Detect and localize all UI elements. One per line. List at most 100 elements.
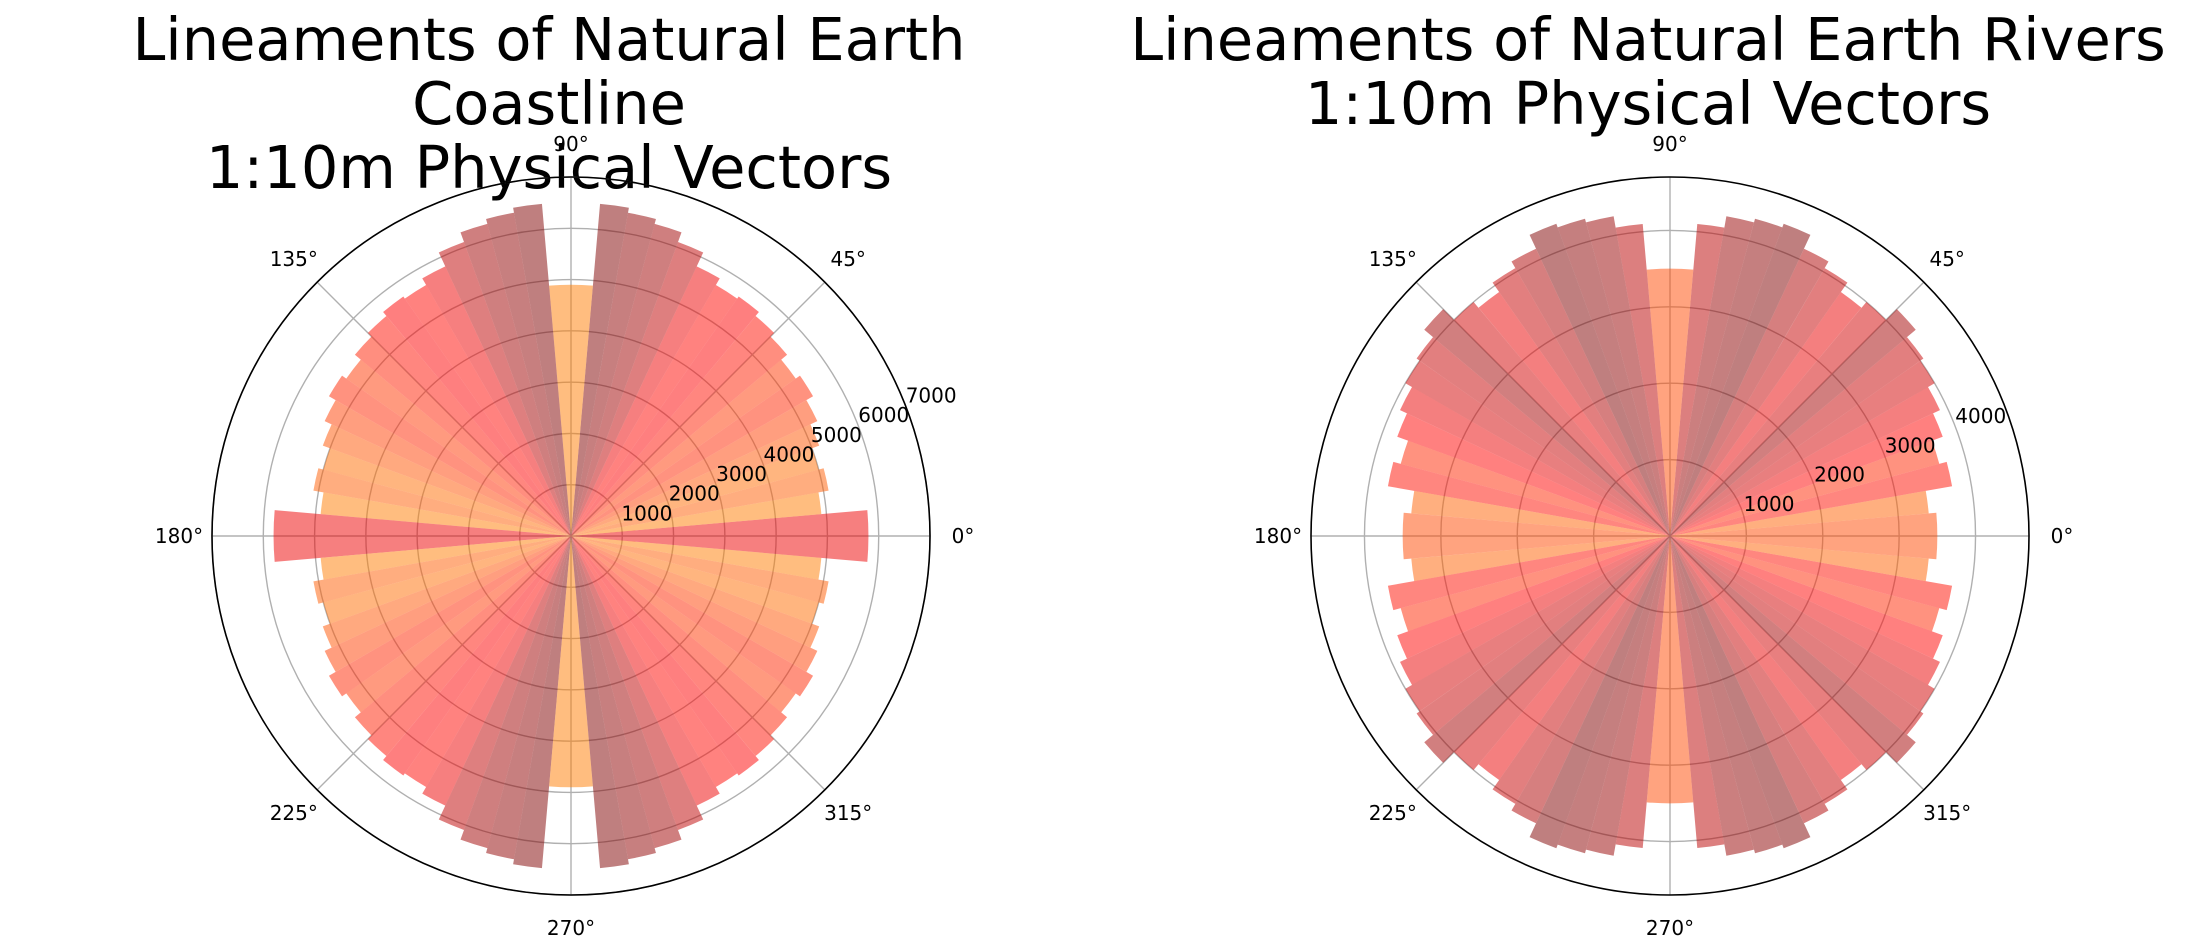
bar xyxy=(571,492,822,536)
bar xyxy=(571,536,814,697)
bar xyxy=(571,448,819,536)
bar xyxy=(571,536,656,860)
rivers-chart-panel: Lineaments of Natural Earth Rivers 1:10m… xyxy=(1099,0,2197,951)
bar xyxy=(383,536,571,776)
bar xyxy=(346,536,571,713)
bar xyxy=(571,536,796,713)
angle-tick-label: 45° xyxy=(830,247,865,271)
bar xyxy=(1670,216,1755,537)
bar xyxy=(1529,223,1670,536)
bar xyxy=(1670,536,1940,632)
bar xyxy=(571,424,820,536)
bar xyxy=(1411,536,1670,582)
bar xyxy=(1557,218,1670,537)
radial-tick-label: 5000 xyxy=(811,423,862,447)
bar xyxy=(1670,536,1811,849)
bar xyxy=(549,284,571,536)
bar xyxy=(1670,536,1940,685)
bar xyxy=(513,203,571,536)
radial-tick-label: 2000 xyxy=(669,482,720,506)
bar xyxy=(1400,536,1670,685)
bar xyxy=(1670,536,1862,781)
bar xyxy=(1453,536,1670,771)
bar xyxy=(1670,536,1755,856)
bar xyxy=(1670,536,1829,824)
bar xyxy=(1511,536,1670,824)
bar xyxy=(354,536,571,736)
bar xyxy=(438,536,571,830)
bar xyxy=(549,536,571,788)
bar xyxy=(571,536,829,604)
bar xyxy=(1585,536,1670,856)
bar xyxy=(1411,490,1670,536)
bar xyxy=(1615,224,1670,536)
angle-tick-label: 270° xyxy=(1646,916,1694,940)
bar xyxy=(571,212,656,536)
bar xyxy=(367,536,571,757)
bar xyxy=(1646,268,1670,536)
bar xyxy=(1670,536,1694,804)
radial-tick-label: 6000 xyxy=(858,403,909,427)
bar xyxy=(571,536,819,624)
bar xyxy=(571,536,775,757)
bar xyxy=(1670,224,1725,536)
bar xyxy=(1615,536,1670,848)
bar xyxy=(1670,536,1848,804)
bar xyxy=(571,536,759,776)
bar xyxy=(320,536,571,580)
bar xyxy=(1511,248,1670,536)
angle-tick-label: 315° xyxy=(1923,801,1971,825)
radial-tick-label: 3000 xyxy=(716,462,767,486)
bar xyxy=(1670,512,1938,536)
bar xyxy=(404,536,571,787)
bar xyxy=(1670,387,1940,536)
bar xyxy=(571,510,869,536)
bar xyxy=(1400,387,1670,536)
angle-tick-label: 0° xyxy=(952,524,975,548)
bar xyxy=(1400,440,1670,536)
bar xyxy=(1405,360,1670,536)
bar xyxy=(571,242,704,536)
bar xyxy=(1670,268,1694,536)
bar xyxy=(1492,268,1670,536)
angle-tick-label: 0° xyxy=(2051,524,2074,548)
bar xyxy=(1478,536,1670,781)
angle-tick-label: 180° xyxy=(1254,524,1302,548)
chart-title-line-2: 1:10m Physical Vectors xyxy=(1304,69,1992,138)
bar xyxy=(1670,337,1924,536)
radial-tick-label: 1000 xyxy=(621,501,672,525)
bar xyxy=(1670,248,1829,536)
chart-title: Lineaments of Natural Earth Coastline 1:… xyxy=(0,8,1098,200)
bar xyxy=(1416,536,1670,735)
bar xyxy=(1529,536,1670,849)
bar xyxy=(571,536,720,806)
bar xyxy=(486,536,571,860)
bar xyxy=(1670,490,1929,536)
angle-tick-label: 315° xyxy=(824,801,872,825)
radial-tick-label: 2000 xyxy=(1814,463,1865,487)
angle-tick-label: 135° xyxy=(1369,247,1417,271)
bar xyxy=(1397,536,1670,659)
bar xyxy=(1670,536,1725,848)
bar xyxy=(1670,360,1935,536)
bar xyxy=(571,375,814,536)
angle-tick-label: 135° xyxy=(270,247,318,271)
bar xyxy=(1670,218,1783,537)
radial-tick-label: 4000 xyxy=(1955,404,2006,428)
bar xyxy=(1400,536,1670,632)
angle-tick-label: 90° xyxy=(553,132,588,156)
bar xyxy=(1670,536,1938,560)
bar xyxy=(1670,536,1929,582)
bar xyxy=(313,468,571,536)
bar xyxy=(1402,512,1670,536)
bar xyxy=(1405,536,1670,712)
bar xyxy=(571,536,788,736)
bar xyxy=(1670,536,1935,712)
bar xyxy=(1424,309,1670,536)
bar xyxy=(422,266,571,536)
angle-tick-label: 225° xyxy=(270,801,318,825)
bar xyxy=(571,536,869,562)
bar xyxy=(328,536,571,697)
bar xyxy=(320,492,571,536)
bar xyxy=(571,203,629,536)
